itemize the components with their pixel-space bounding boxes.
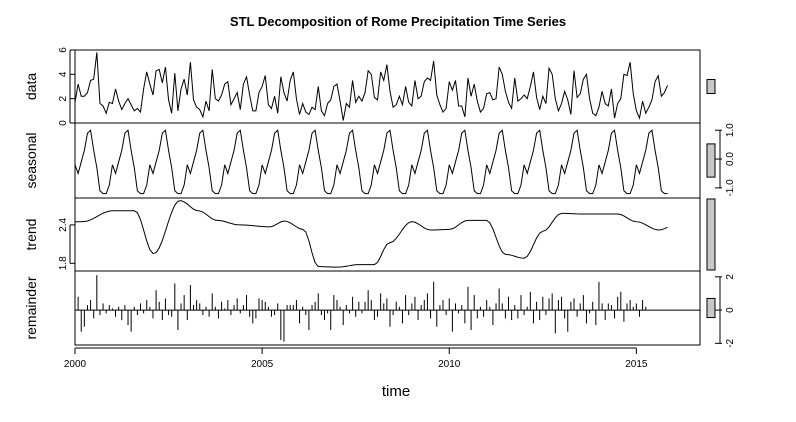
x-tick-label: 2005 xyxy=(251,359,274,370)
y-tick-label-trend: 1.8 xyxy=(58,256,69,270)
panel-frame-trend xyxy=(74,197,701,272)
panel-frame-remainder xyxy=(74,270,701,346)
series-line-trend xyxy=(75,200,668,268)
x-axis-label: time xyxy=(382,383,410,400)
y-tick-label-data: 4 xyxy=(58,71,69,77)
scale-bar-remainder xyxy=(706,297,716,319)
y-tick-label-remainder: 2 xyxy=(725,274,736,280)
series-line-seasonal xyxy=(74,129,668,195)
panel-label-trend: trend xyxy=(23,219,39,251)
y-tick-label-remainder: -2 xyxy=(725,338,736,347)
x-tick-label: 2000 xyxy=(64,359,87,370)
panel-seasonal: -1.0 0.0 1.0 seasonal xyxy=(23,122,736,199)
y-tick-label-remainder: 0 xyxy=(725,307,736,313)
y-tick-label-data: 6 xyxy=(58,47,69,53)
y-tick-label-trend: 2.4 xyxy=(58,218,69,232)
series-line-data xyxy=(74,52,669,121)
panel-data: 0 2 4 6 data xyxy=(23,47,716,126)
scale-bar-data xyxy=(706,79,716,94)
scale-bar-trend xyxy=(706,198,716,271)
panel-remainder: -2 0 2 remainder xyxy=(23,270,736,348)
panel-label-data: data xyxy=(23,73,39,100)
panel-frame-seasonal xyxy=(74,122,701,199)
y-tick-label-data: 2 xyxy=(58,95,69,101)
y-tick-label-seasonal: 1.0 xyxy=(725,123,736,137)
x-tick-label: 2015 xyxy=(625,359,648,370)
x-tick-label: 2010 xyxy=(438,359,461,370)
chart-title: STL Decomposition of Rome Precipitation … xyxy=(230,14,566,29)
panel-trend: 1.8 2.4 trend xyxy=(23,197,716,272)
scale-bar-seasonal xyxy=(706,143,716,178)
panel-label-seasonal: seasonal xyxy=(23,132,39,188)
panel-label-remainder: remainder xyxy=(23,276,39,339)
y-tick-label-seasonal: -1.0 xyxy=(725,179,736,197)
y-tick-label-seasonal: 0.0 xyxy=(725,152,736,166)
panel-frame-data xyxy=(74,49,701,124)
panels-group: 0 2 4 6 data -1.0 0.0 1.0 seasonal 1.8 2.4 trend -2 0… xyxy=(23,47,736,348)
y-tick-label-data: 0 xyxy=(58,120,69,126)
x-axis: 2000 2005 2010 2015 xyxy=(64,347,648,370)
